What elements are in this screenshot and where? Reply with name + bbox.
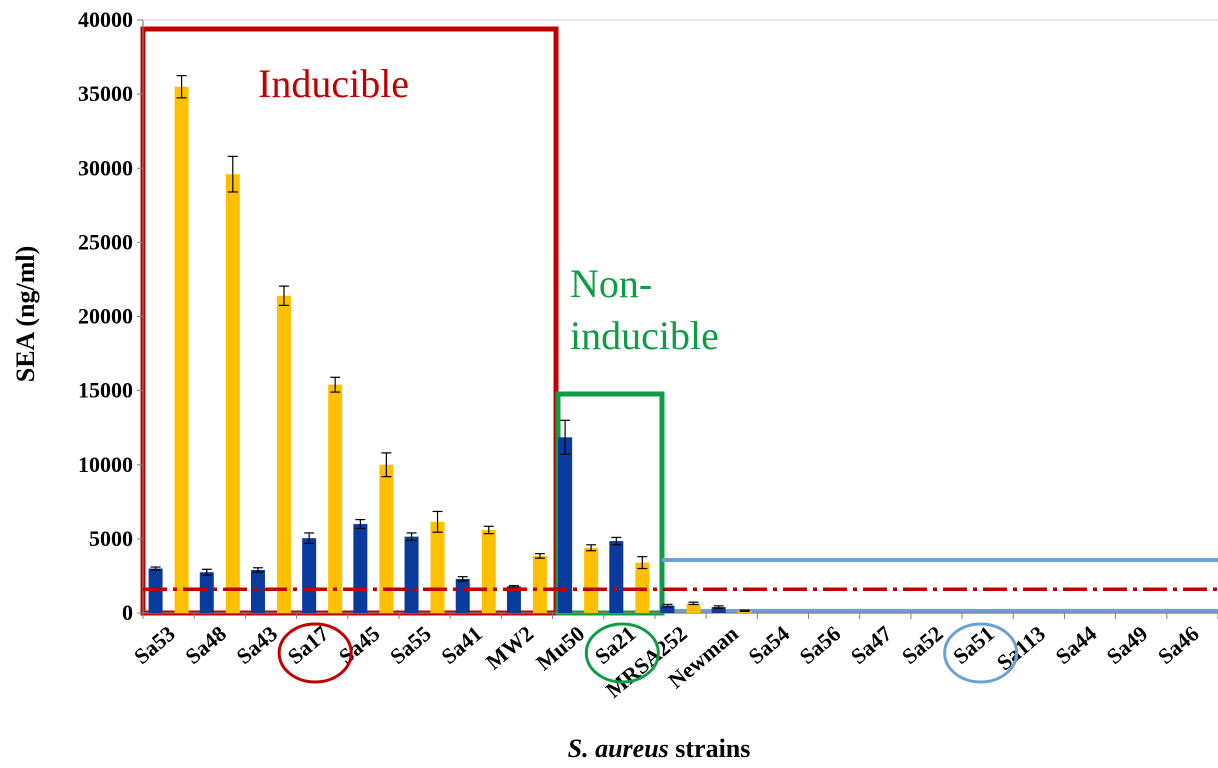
non-inducible-annotation: inducible [570,313,719,358]
bar [711,607,726,613]
x-tick-label: Sa54 [743,621,794,669]
bar [532,555,547,613]
x-axis-title-rest: strains [669,734,751,763]
y-tick-label: 15000 [78,378,133,403]
x-tick-label: Sa56 [795,621,846,669]
y-tick-label: 10000 [78,452,133,477]
x-axis-title-italic: S. aureus [568,734,669,763]
x-tick-label: Sa47 [846,621,897,669]
bar [225,174,240,613]
y-tick-label: 25000 [78,229,133,254]
inducible-group-box [140,26,559,616]
axes [137,19,1218,619]
bar [455,578,470,613]
highlight-ellipse [277,622,353,684]
annotations: Inducible Non-inducible [258,61,1019,684]
y-tick-label: 20000 [78,304,133,329]
bar [174,86,189,613]
bar [276,295,291,613]
x-tick-label: Sa48 [180,621,231,669]
y-tick-label: 30000 [78,155,133,180]
x-tick-label: Sa51 [948,621,999,669]
bar [404,536,419,613]
x-tick-label: Sa55 [385,621,436,669]
highlight-ellipse [943,622,1019,684]
highlight-ellipse [584,622,660,684]
x-tick-label: Sa49 [1102,621,1153,669]
bar [250,570,265,613]
x-tick-label: Sa41 [436,621,487,669]
y-axis-title: SEA (ng/ml) [11,246,40,383]
bar [379,464,394,613]
bar [328,384,343,613]
x-tick-label: Sa44 [1051,621,1102,669]
x-tick-label: Sa17 [283,621,334,669]
bar [609,541,624,613]
bar [558,437,573,613]
x-tick-label: Sa43 [231,621,282,669]
y-tick-label: 35000 [78,81,133,106]
inducible-annotation: Inducible [258,61,409,106]
x-tick-label: Sa46 [1153,621,1204,669]
bar [481,529,496,613]
bar [430,521,445,613]
bar [302,538,317,613]
y-tick-label: 0 [122,600,133,625]
error-bars [150,74,750,612]
bar [353,524,368,613]
non-inducible-annotation: Non- [570,261,652,306]
x-tick-label: Mu50 [531,621,589,676]
x-tick-label: Sa53 [129,621,180,669]
bar [506,586,521,613]
y-tick-label: 40000 [78,7,133,32]
x-axis-title: S. aureus strains [568,734,751,763]
y-tick-label: 5000 [89,526,133,551]
x-tick-label: MW2 [481,621,538,675]
bar [199,572,214,613]
x-tick-label: Sa45 [334,621,385,669]
bar [686,603,701,613]
x-tick-label: Sa52 [897,621,948,669]
bar [660,605,675,613]
bar [584,547,599,613]
y-tick-labels: 0 5000 10000 15000 20000 25000 30000 35000 40000 [78,7,133,625]
